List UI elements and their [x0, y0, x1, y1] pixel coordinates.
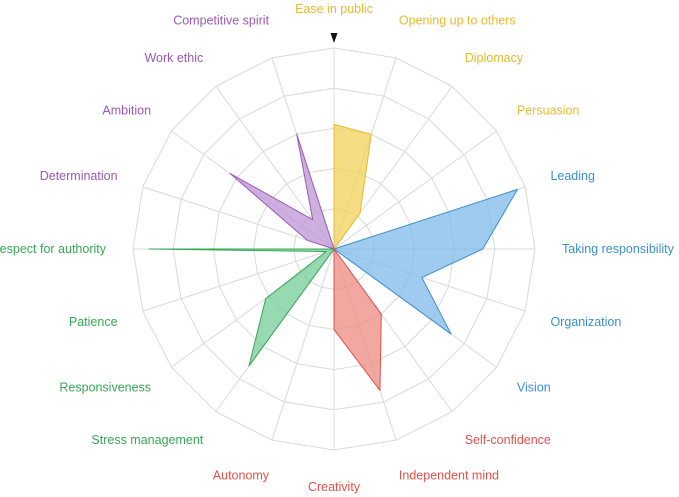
- axis-label: Autonomy: [213, 468, 270, 482]
- axis-label: Responsiveness: [59, 381, 151, 395]
- triangle-down-icon: [330, 33, 338, 43]
- grid-spoke: [142, 248, 335, 312]
- series-area-2: [333, 188, 519, 335]
- axis-label: Work ethic: [144, 51, 203, 65]
- axis-label: Organization: [550, 315, 621, 329]
- axis-label: Independent mind: [399, 468, 499, 482]
- axis-label: Taking responsibility: [562, 242, 675, 256]
- axis-label: Diplomacy: [465, 51, 524, 65]
- axis-label: Leading: [550, 169, 595, 183]
- axis-label: Opening up to others: [399, 14, 516, 28]
- axis-label: Vision: [517, 381, 551, 395]
- axis-label: Competitive spirit: [173, 14, 269, 28]
- series-area-3: [333, 248, 382, 391]
- grid-spoke: [142, 186, 335, 250]
- radar-series-areas: [148, 123, 519, 391]
- axis-label: Patience: [69, 315, 118, 329]
- axis-label: Respect for authority: [0, 242, 107, 256]
- axis-label: Ambition: [102, 103, 151, 117]
- axis-label: Self-confidence: [465, 433, 551, 447]
- series-area-4: [148, 248, 335, 367]
- axis-label: Creativity: [308, 480, 361, 494]
- series-area-1: [333, 123, 372, 250]
- axis-label: Determination: [40, 169, 118, 183]
- series-area-5: [229, 133, 335, 250]
- axis-label: Persuasion: [517, 103, 580, 117]
- grid-spoke: [333, 130, 497, 250]
- axis-label: Stress management: [91, 433, 203, 447]
- grid-spoke: [271, 248, 335, 441]
- axis-label: Ease in public: [295, 2, 373, 16]
